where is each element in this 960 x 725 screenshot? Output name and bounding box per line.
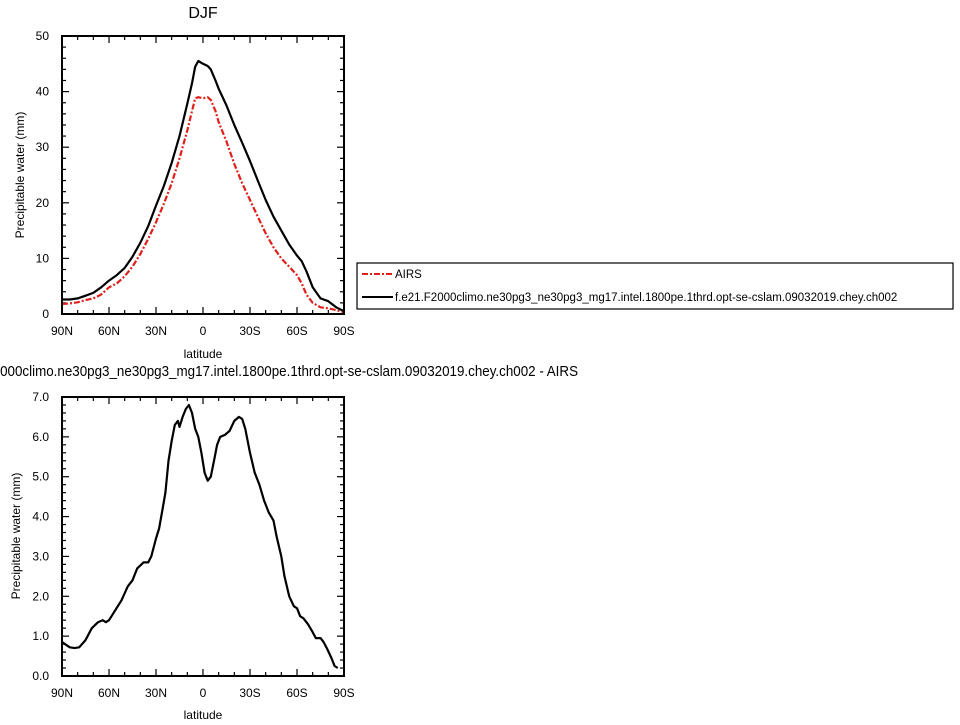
x-tick-label: 90S	[333, 686, 354, 700]
plot-frame	[61, 35, 345, 315]
legend-label-airs: AIRS	[395, 269, 422, 281]
y-tick-label: 0	[42, 307, 49, 321]
x-tick-label: 30S	[239, 686, 260, 700]
legend: AIRS f.e21.F2000climo.ne30pg3_ne30pg3_mg…	[356, 262, 954, 310]
series-line-1	[62, 59, 345, 313]
y-tick-label: 50	[36, 29, 50, 43]
y-tick-label: 40	[36, 85, 50, 99]
series-lines	[61, 59, 345, 314]
chart-title-difference: f.e21.F2000climo.ne30pg3_ne30pg3_mg17.in…	[0, 363, 578, 380]
ticks: 90N 60N 30N 0 30S 60S 90S 0.0 1.0 2.0 3.0 4.0 5.0 6.0…	[32, 390, 354, 700]
series-line-0	[61, 96, 345, 314]
x-tick-label: 30N	[145, 686, 167, 700]
x-tick-label: 90S	[333, 324, 354, 338]
chart-title: DJF	[188, 5, 218, 22]
x-axis-label-difference: latitude	[184, 708, 223, 722]
x-tick-label: 90N	[51, 686, 73, 700]
y-tick-label: 10	[36, 251, 50, 265]
x-tick-label: 60N	[98, 686, 120, 700]
x-tick-label: 90N	[51, 324, 73, 338]
y-tick-label: 30	[36, 140, 50, 154]
x-tick-label: 30S	[239, 324, 260, 338]
y-tick-label: 0.0	[32, 669, 49, 683]
y-tick-label: 5.0	[32, 470, 49, 484]
x-tick-label: 60N	[98, 324, 120, 338]
y-tick-label: 4.0	[32, 510, 49, 524]
y-axis-label: Precipitable water (mm)	[13, 112, 27, 239]
series-lines	[61, 403, 339, 669]
y-tick-label: 6.0	[32, 430, 49, 444]
plot-frame-difference	[61, 396, 345, 677]
y-axis-label-difference: Precipitable water (mm)	[9, 473, 23, 600]
legend-box	[356, 262, 954, 310]
x-tick-label: 30N	[145, 324, 167, 338]
legend-label-model: f.e21.F2000climo.ne30pg3_ne30pg3_mg17.in…	[395, 292, 897, 304]
x-tick-label: 0	[200, 324, 207, 338]
ticks: 90N 60N 30N 0 30S 60S 90S 0 10 20 30 40 50	[36, 29, 355, 338]
panel-difference: f.e21.F2000climo.ne30pg3_ne30pg3_mg17.in…	[0, 363, 578, 722]
y-tick-label: 3.0	[32, 549, 49, 563]
series-line-0	[61, 403, 339, 669]
y-tick-label: 20	[36, 196, 50, 210]
x-tick-label: 60S	[286, 686, 307, 700]
y-tick-label: 2.0	[32, 589, 49, 603]
x-tick-label: 60S	[286, 324, 307, 338]
panel-djf: DJF Precipitable water (mm) latitude 90N…	[13, 5, 355, 361]
y-tick-label: 7.0	[32, 390, 49, 404]
y-tick-label: 1.0	[32, 629, 49, 643]
x-tick-label: 0	[200, 686, 207, 700]
x-axis-label: latitude	[184, 347, 223, 361]
